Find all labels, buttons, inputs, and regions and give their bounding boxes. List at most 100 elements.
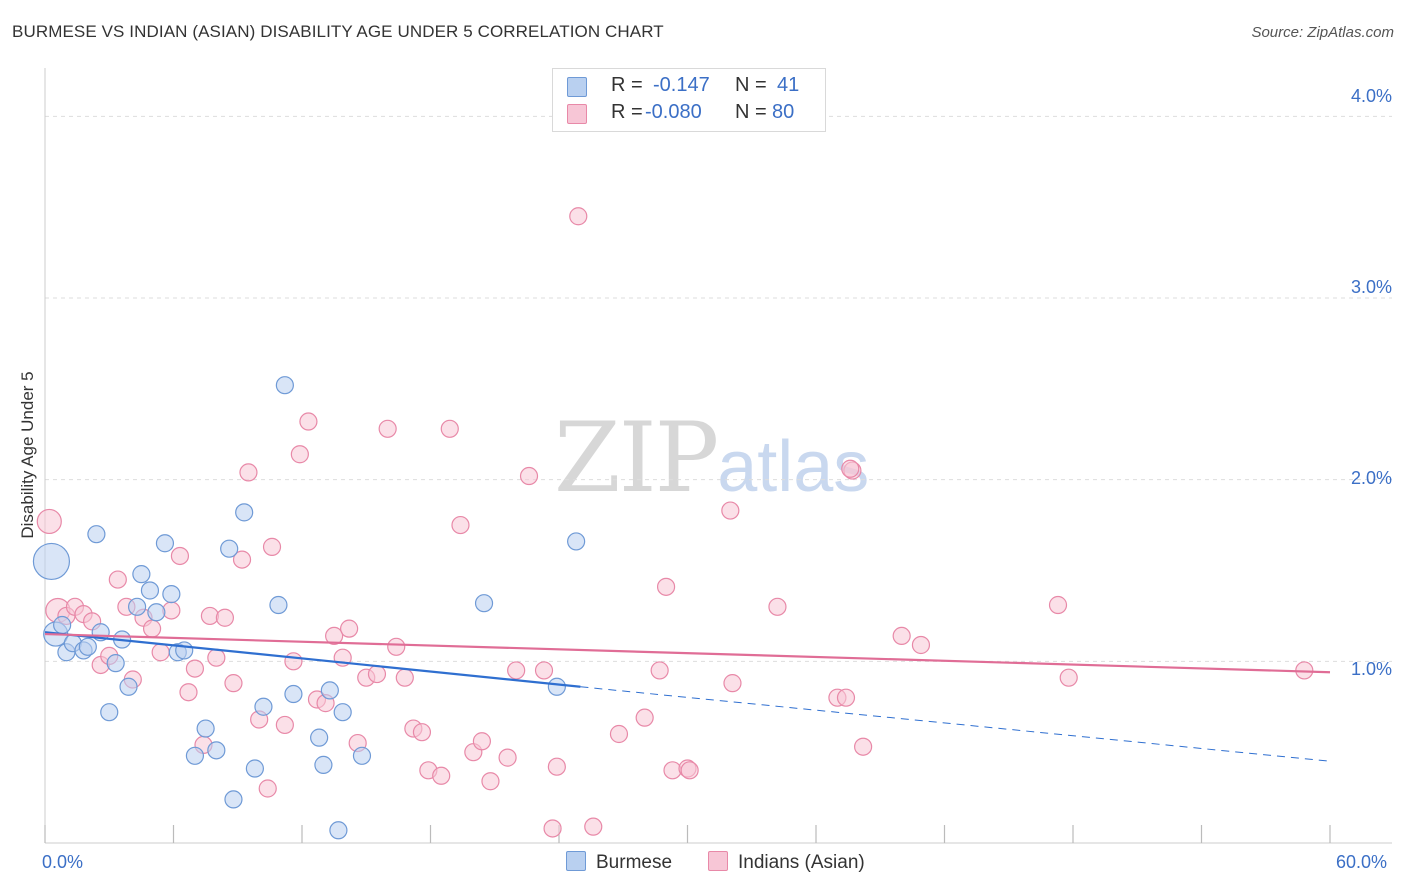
- burmese-point: [220, 539, 239, 558]
- stats-legend: R = -0.147 N = 41 R = -0.080 N = 80: [552, 68, 826, 132]
- legend-row-indian: R = -0.080 N = 80: [553, 100, 825, 126]
- indian-point: [656, 577, 676, 596]
- y-axis-label: Disability Age Under 5: [18, 371, 37, 539]
- burmese-point: [106, 654, 125, 673]
- indian-point: [36, 508, 62, 535]
- indian-point: [239, 463, 258, 482]
- indian-point: [387, 637, 406, 656]
- indian-point: [207, 648, 226, 667]
- burmese-point: [245, 759, 264, 778]
- legend-r-value: -0.147: [653, 74, 710, 96]
- indian-point: [224, 674, 243, 693]
- burmese-point: [333, 703, 352, 722]
- bottom-legend-label: Indians (Asian): [738, 852, 865, 873]
- burmese-point: [175, 641, 194, 660]
- indian-point: [215, 608, 234, 627]
- indian-point: [162, 601, 181, 620]
- bottom-legend-swatch-indian: [708, 851, 728, 871]
- indian-point: [534, 661, 554, 680]
- indian-point: [412, 723, 432, 742]
- chart-title: BURMESE VS INDIAN (ASIAN) DISABILITY AGE…: [12, 22, 664, 41]
- burmese-point: [185, 746, 205, 765]
- indian-point: [519, 466, 539, 486]
- burmese-point: [329, 821, 348, 840]
- trend-lines: [44, 631, 1331, 762]
- indian-point: [395, 668, 414, 687]
- indian-point: [650, 661, 669, 680]
- burmese-point: [269, 595, 288, 615]
- indian-point: [262, 537, 282, 556]
- legend-swatch-burmese: [567, 77, 587, 97]
- burmese-point: [132, 565, 151, 584]
- burmese-point: [474, 594, 494, 613]
- burmese-point: [32, 542, 71, 581]
- legend-r-label: R =: [611, 74, 643, 96]
- indian-point: [451, 515, 470, 535]
- indian-point: [432, 766, 451, 785]
- indian-point: [498, 748, 517, 767]
- indian-point: [142, 619, 162, 638]
- indian-point: [200, 606, 220, 626]
- indian-point: [841, 459, 860, 478]
- axes: [44, 68, 1392, 844]
- burmese-point: [314, 755, 333, 774]
- legend-r-value: -0.080: [645, 101, 702, 123]
- indian-point: [854, 737, 873, 756]
- legend-r-label: R =: [611, 101, 643, 123]
- burmese-point: [207, 741, 226, 760]
- indian-points: [36, 207, 1314, 838]
- indian-point: [179, 683, 198, 702]
- indian-point: [723, 674, 742, 693]
- burmese-point: [140, 581, 160, 600]
- burmese-point: [155, 534, 175, 553]
- bottom-legend-indian: Indians (Asian): [708, 851, 865, 877]
- indian-point: [325, 626, 344, 646]
- burmese-point: [87, 525, 106, 544]
- burmese-point: [127, 597, 147, 616]
- burmese-point: [100, 703, 119, 722]
- indian-point: [108, 570, 127, 589]
- source-label: Source: ZipAtlas.com: [1251, 24, 1394, 41]
- indian-point: [151, 643, 170, 662]
- indian-point: [290, 445, 309, 464]
- y-tick-label: 1.0%: [1350, 659, 1392, 679]
- burmese-point: [235, 503, 254, 522]
- burmese-point: [119, 677, 138, 696]
- burmese-trend-extension: [580, 686, 1331, 762]
- bottom-legend-burmese: Burmese: [566, 851, 672, 877]
- bottom-legend-swatch-burmese: [566, 851, 586, 871]
- burmese-trend-line: [44, 631, 581, 688]
- indian-point: [721, 501, 740, 520]
- legend-n-value: 41: [777, 74, 800, 96]
- indian-point: [472, 732, 491, 751]
- indian-point: [275, 715, 294, 735]
- x-tick-label: 0.0%: [42, 852, 84, 872]
- indian-point: [836, 688, 856, 707]
- indian-point: [635, 708, 654, 727]
- indian-point: [569, 207, 588, 226]
- burmese-point: [162, 585, 181, 604]
- indian-point: [609, 724, 629, 744]
- bottom-legend-label: Burmese: [596, 852, 673, 873]
- legend-n-label: N =: [735, 74, 767, 96]
- burmese-point: [196, 719, 215, 738]
- burmese-point: [567, 532, 586, 551]
- burmese-point: [275, 376, 294, 395]
- indian-point: [170, 546, 190, 566]
- indian-point: [768, 597, 787, 616]
- indian-point: [258, 779, 277, 798]
- burmese-point: [352, 746, 372, 765]
- indian-point: [680, 761, 699, 780]
- y-tick-label: 4.0%: [1350, 86, 1392, 106]
- burmese-point: [224, 790, 243, 809]
- indian-point: [299, 412, 318, 431]
- indian-trend-line: [44, 632, 1331, 674]
- burmese-point: [320, 681, 339, 700]
- burmese-point: [53, 615, 72, 635]
- indian-point: [367, 664, 387, 684]
- burmese-point: [547, 677, 566, 696]
- burmese-point: [78, 637, 97, 656]
- x-tick-label: 60.0%: [1336, 852, 1388, 872]
- gridlines: [45, 115, 1392, 662]
